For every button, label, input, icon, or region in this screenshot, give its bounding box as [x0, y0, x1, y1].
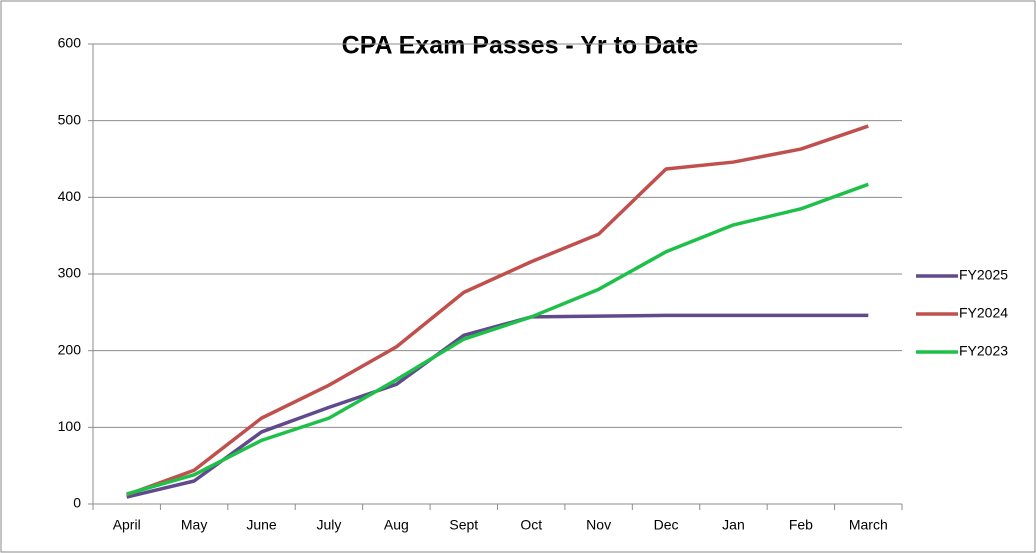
- legend-label: FY2024: [959, 305, 1008, 321]
- y-tick-label: 400: [58, 188, 82, 204]
- series-line: [126, 182, 869, 496]
- x-tick-label: Dec: [654, 517, 679, 533]
- y-tick-label: 300: [58, 265, 82, 281]
- x-tick-label: April: [113, 517, 141, 533]
- y-tick-label: 500: [58, 111, 82, 127]
- x-tick-label: May: [181, 517, 207, 533]
- y-tick-label: 200: [58, 341, 82, 357]
- legend-label: FY2025: [959, 267, 1008, 283]
- x-tick-label: Sept: [449, 517, 478, 533]
- series-line: [126, 313, 869, 499]
- legend-label: FY2023: [959, 343, 1008, 359]
- x-tick-label: Nov: [586, 517, 611, 533]
- x-tick-label: Jan: [722, 517, 745, 533]
- x-tick-label: March: [849, 517, 888, 533]
- x-tick-label: Feb: [789, 517, 813, 533]
- x-tick-label: Aug: [384, 517, 409, 533]
- x-tick-label: July: [317, 517, 342, 533]
- x-tick-label: Oct: [520, 517, 542, 533]
- y-tick-label: 0: [73, 495, 81, 511]
- x-tick-label: June: [246, 517, 277, 533]
- y-tick-label: 100: [58, 418, 82, 434]
- chart-title: CPA Exam Passes - Yr to Date: [342, 32, 699, 60]
- series-line: [126, 124, 869, 497]
- y-tick-label: 600: [58, 35, 82, 51]
